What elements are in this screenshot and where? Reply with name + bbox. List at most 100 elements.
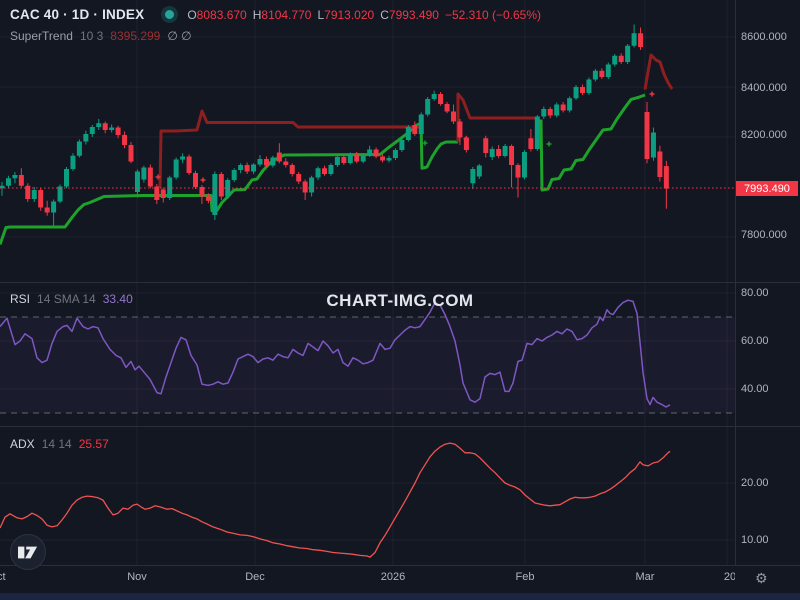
candle-body bbox=[541, 109, 547, 117]
candle-body bbox=[328, 165, 334, 174]
candle-body bbox=[83, 134, 89, 142]
y-axis-label: 7800.000 bbox=[741, 229, 787, 241]
y-axis-label: 8600.000 bbox=[741, 31, 787, 43]
candle-body bbox=[592, 70, 598, 80]
last-price-badge: 7993.490 bbox=[736, 181, 798, 196]
candle-body bbox=[354, 154, 360, 162]
adx-legend[interactable]: ADX 14 14 25.57 bbox=[10, 437, 109, 451]
candle-body bbox=[147, 167, 153, 187]
price-axis-border[interactable] bbox=[735, 0, 736, 566]
time-axis-label: 2026 bbox=[380, 571, 406, 583]
time-axis-label: Dec bbox=[245, 571, 265, 583]
candle-body bbox=[38, 190, 44, 208]
candle-body bbox=[180, 156, 186, 160]
candle-body bbox=[238, 165, 244, 170]
candle-body bbox=[51, 201, 57, 213]
symbol-title[interactable]: CAC 40 · 1D · INDEX bbox=[10, 7, 145, 22]
tradingview-logo[interactable] bbox=[10, 534, 46, 570]
pane-divider[interactable] bbox=[0, 426, 800, 427]
signal-marker bbox=[548, 141, 550, 147]
candle-body bbox=[134, 171, 140, 192]
pane-divider[interactable] bbox=[0, 282, 800, 283]
rsi-params: 14 SMA 14 bbox=[37, 292, 96, 306]
candle-body bbox=[18, 175, 24, 186]
candle-body bbox=[618, 55, 624, 62]
y-axis-label: 60.00 bbox=[741, 335, 769, 347]
candle-body bbox=[509, 146, 515, 165]
rsi-band bbox=[0, 317, 735, 413]
candle-body bbox=[212, 174, 218, 215]
close-value: 7993.490 bbox=[388, 7, 439, 22]
candle-body bbox=[599, 70, 605, 77]
candle-body bbox=[438, 94, 444, 104]
candle-body bbox=[528, 138, 534, 149]
candle-body bbox=[5, 178, 11, 186]
time-axis-label: Feb bbox=[515, 571, 535, 583]
supertrend-line-down bbox=[158, 109, 420, 188]
candle-body bbox=[502, 146, 508, 156]
rsi-legend[interactable]: RSI 14 SMA 14 33.40 bbox=[10, 292, 133, 306]
candle-body bbox=[199, 187, 205, 197]
rsi-name: RSI bbox=[10, 292, 31, 306]
candle-body bbox=[173, 159, 179, 178]
rsi-line bbox=[0, 299, 671, 408]
candle-body bbox=[12, 175, 18, 179]
supertrend-name: SuperTrend bbox=[10, 29, 73, 43]
candle-body bbox=[128, 145, 134, 162]
candle-body bbox=[154, 186, 160, 200]
time-axis[interactable]: Oct Nov Dec 2026 Feb Mar 20 bbox=[0, 566, 735, 594]
candle-body bbox=[167, 177, 173, 198]
candle-body bbox=[567, 98, 573, 111]
candle-body bbox=[573, 87, 579, 99]
open-value: 8083.670 bbox=[196, 7, 247, 22]
tradingview-logo-glyph bbox=[18, 546, 38, 558]
y-axis-label: 80.00 bbox=[741, 287, 769, 299]
time-axis-label: 20 bbox=[723, 571, 735, 583]
candle-body bbox=[625, 45, 631, 62]
gear-icon[interactable]: ⚙ bbox=[755, 570, 768, 586]
supertrend-params: 10 3 bbox=[79, 29, 104, 43]
change-value: −52.310 (−0.65%) bbox=[444, 7, 542, 22]
candle-body bbox=[218, 174, 224, 197]
signal-marker bbox=[465, 136, 467, 142]
price-pane-canvas[interactable] bbox=[0, 0, 735, 282]
candle-body bbox=[270, 157, 276, 166]
candle-body bbox=[560, 104, 566, 111]
candle-body bbox=[31, 190, 37, 199]
candle-body bbox=[367, 149, 373, 155]
candle-body bbox=[612, 55, 618, 65]
adx-pane-canvas[interactable] bbox=[0, 427, 735, 565]
candle-body bbox=[289, 165, 295, 174]
candle-body bbox=[102, 123, 108, 130]
supertrend-legend[interactable]: SuperTrend 10 3 8395.299 ∅ ∅ bbox=[10, 29, 192, 43]
candle-body bbox=[160, 189, 166, 198]
candle-body bbox=[276, 152, 282, 162]
signal-marker bbox=[202, 177, 204, 183]
candle-body bbox=[296, 174, 302, 182]
candle-body bbox=[457, 121, 463, 138]
candle-body bbox=[122, 135, 128, 145]
candle-body bbox=[657, 151, 663, 177]
time-axis-label: Oct bbox=[0, 571, 6, 583]
candle-body bbox=[109, 127, 115, 130]
candle-body bbox=[631, 33, 637, 46]
candle-body bbox=[334, 157, 340, 165]
candle-body bbox=[70, 155, 76, 169]
candle-body bbox=[89, 127, 95, 134]
signal-marker bbox=[424, 140, 426, 146]
candle-body bbox=[650, 132, 656, 158]
ohlc-values: O8083.670 H8104.770 L7913.020 C7993.490 … bbox=[187, 7, 542, 22]
supertrend-line-up bbox=[539, 93, 646, 192]
candle-body bbox=[638, 33, 644, 47]
candle-body bbox=[418, 114, 424, 134]
candle-body bbox=[586, 79, 592, 93]
symbol-legend[interactable]: CAC 40 · 1D · INDEX O8083.670 H8104.770 … bbox=[10, 7, 541, 22]
rsi-pane-canvas[interactable] bbox=[0, 282, 735, 427]
candle-body bbox=[76, 141, 82, 156]
supertrend-line-up bbox=[0, 121, 458, 245]
candle-body bbox=[489, 149, 495, 157]
candle-body bbox=[347, 154, 353, 163]
candle-body bbox=[399, 140, 405, 150]
supertrend-value: 8395.299 bbox=[110, 29, 161, 43]
